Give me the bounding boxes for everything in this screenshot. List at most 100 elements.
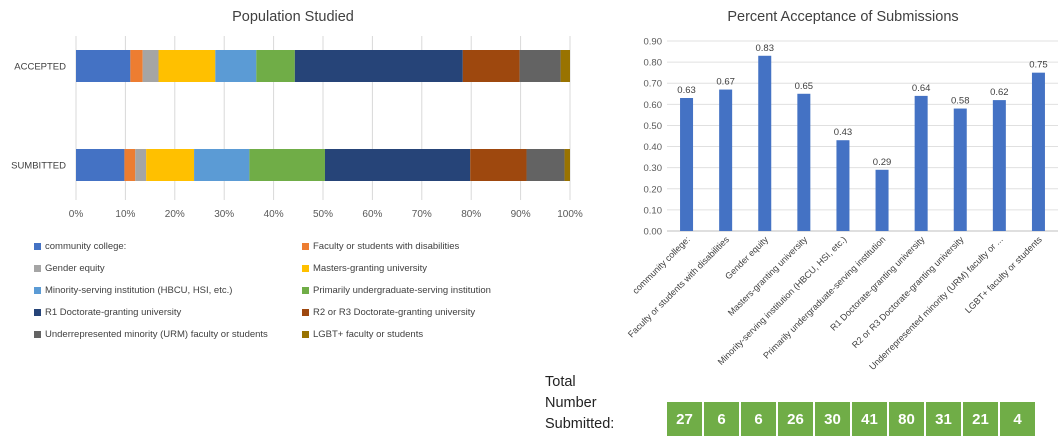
x-tick-label: 30% (214, 209, 234, 220)
population-chart-title: Population Studied (232, 9, 354, 25)
x-tick-label: 50% (313, 209, 333, 220)
y-tick-label: 0.40 (644, 142, 663, 153)
legend-item: Underrepresented minority (URM) faculty … (34, 326, 302, 342)
legend-swatch (302, 264, 309, 272)
submitted-count-cell: 26 (778, 402, 815, 436)
acceptance-chart-title: Percent Acceptance of Submissions (727, 9, 958, 25)
x-tick-label: 60% (362, 209, 382, 220)
y-tick-label: 0.10 (644, 205, 663, 216)
submitted-count-cell: 6 (704, 402, 741, 436)
acceptance-bar (797, 93, 811, 232)
submitted-count-cell: 4 (1000, 402, 1037, 436)
legend-swatch (34, 264, 41, 272)
stacked-bar-segment (76, 149, 125, 181)
legend-label: LGBT+ faculty or students (313, 328, 424, 340)
stacked-bar-segment (560, 50, 570, 82)
stacked-bar-segment (158, 50, 216, 82)
stacked-bar-segment (130, 50, 143, 82)
legend-swatch (302, 242, 309, 250)
y-category-label: SUMBITTED (11, 161, 66, 172)
submitted-count-cell: 30 (815, 402, 852, 436)
acceptance-bar (758, 55, 772, 232)
legend-swatch (302, 286, 309, 294)
legend-item: Faculty or students with disabilities (302, 238, 554, 254)
stacked-bar-segment (194, 149, 250, 181)
acceptance-bar (719, 89, 733, 231)
stacked-bar-segment (142, 50, 159, 82)
x-category-label: Underrepresented minority (URM) faculty … (867, 234, 1005, 372)
legend-swatch (302, 330, 309, 338)
y-tick-label: 0.90 (644, 37, 663, 48)
legend-item: community college: (34, 238, 302, 254)
bar-value-label: 0.65 (795, 81, 814, 92)
legend-label: Gender equity (45, 262, 105, 274)
acceptance-bar (875, 169, 889, 231)
total-number-submitted-label: Total Number Submitted: (545, 372, 614, 435)
y-tick-label: 0.50 (644, 121, 663, 132)
y-tick-label: 0.30 (644, 163, 663, 174)
legend-item: R1 Doctorate-granting university (34, 304, 302, 320)
bar-value-label: 0.75 (1029, 60, 1048, 71)
y-category-label: ACCEPTED (14, 62, 66, 73)
legend-swatch (34, 330, 41, 338)
x-tick-label: 20% (165, 209, 185, 220)
stacked-bar-segment (76, 50, 131, 82)
bar-value-label: 0.58 (951, 96, 970, 107)
y-tick-label: 0.20 (644, 184, 663, 195)
x-tick-label: 90% (511, 209, 531, 220)
x-tick-label: 0% (69, 209, 84, 220)
bar-value-label: 0.67 (716, 77, 735, 88)
legend-label: Minority-serving institution (HBCU, HSI,… (45, 284, 233, 296)
bar-value-label: 0.63 (677, 85, 696, 96)
x-tick-label: 100% (557, 209, 583, 220)
legend-label: Primarily undergraduate-serving institut… (313, 284, 491, 296)
legend-item: R2 or R3 Doctorate-granting university (302, 304, 554, 320)
stacked-bar-segment (526, 149, 565, 181)
x-category-label: Masters-granting university (726, 234, 810, 318)
legend-item: Gender equity (34, 260, 302, 276)
legend-label: community college: (45, 240, 127, 252)
legend-swatch (34, 308, 41, 316)
legend-label: Underrepresented minority (URM) faculty … (45, 328, 268, 340)
stacked-bar-segment (462, 50, 520, 82)
submitted-count-cell: 80 (889, 402, 926, 436)
y-tick-label: 0.80 (644, 58, 663, 69)
submitted-count-cell: 21 (963, 402, 1000, 436)
submitted-count-cell: 27 (667, 402, 704, 436)
legend-label: Masters-granting university (313, 262, 428, 274)
x-tick-label: 70% (412, 209, 432, 220)
total-label-line: Total (545, 374, 576, 390)
y-tick-label: 0.60 (644, 100, 663, 111)
submitted-count-cell: 6 (741, 402, 778, 436)
submitted-count-row: 27 6 6 26 30 41 80 31 21 4 (667, 402, 1037, 436)
submitted-count-cell: 31 (926, 402, 963, 436)
acceptance-bar (953, 108, 967, 231)
bar-value-label: 0.62 (990, 87, 1009, 98)
legend-label: R1 Doctorate-granting university (45, 306, 182, 318)
stacked-bar-segment (256, 50, 295, 82)
bar-value-label: 0.64 (912, 83, 931, 94)
total-label-line: Submitted: (545, 416, 615, 432)
population-legend: community college: Faculty or students wi… (34, 238, 554, 342)
y-tick-label: 0.70 (644, 79, 663, 90)
legend-swatch (302, 308, 309, 316)
stacked-bar-segment (564, 149, 570, 181)
stacked-bar-segment (124, 149, 136, 181)
acceptance-bar (680, 98, 694, 231)
stacked-bar-segment (249, 149, 325, 181)
x-category-label: LGBT+ faculty or students (963, 234, 1044, 315)
bar-value-label: 0.43 (834, 127, 853, 138)
x-tick-label: 80% (461, 209, 481, 220)
total-label-line: Number (545, 395, 597, 411)
acceptance-bar (1031, 72, 1045, 232)
x-tick-label: 10% (115, 209, 135, 220)
stacked-bar-segment (470, 149, 527, 181)
bar-value-label: 0.83 (756, 43, 775, 54)
legend-swatch (34, 286, 41, 294)
acceptance-bar (836, 140, 850, 231)
bar-value-label: 0.29 (873, 157, 892, 168)
submitted-count-cell: 41 (852, 402, 889, 436)
y-tick-label: 0.00 (644, 227, 663, 238)
legend-item: Primarily undergraduate-serving institut… (302, 282, 554, 298)
